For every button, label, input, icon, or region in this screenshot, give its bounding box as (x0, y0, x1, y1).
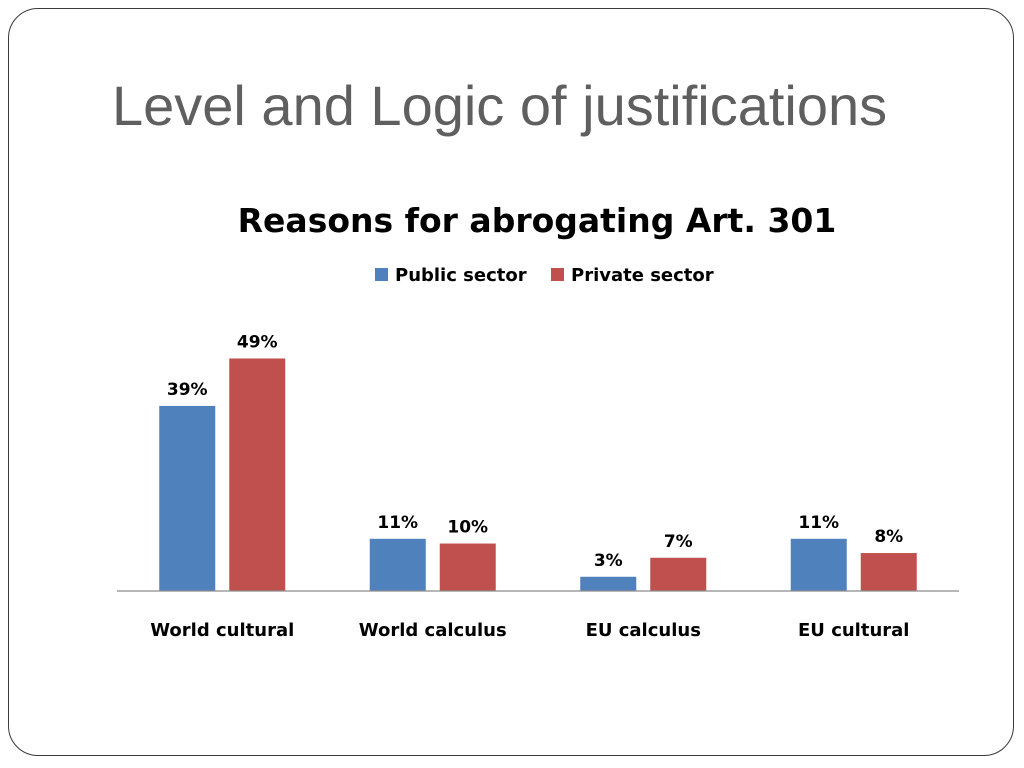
data-label-public-sector-world-calculus: 11% (377, 513, 418, 533)
chart-title: Reasons for abrogating Art. 301 (238, 201, 837, 240)
bar-private-sector-eu-cultural (860, 553, 917, 591)
chart-bars: 39% 49% 11% 10% 3% 7% 11% 8% (159, 332, 917, 591)
data-label-private-sector-eu-calculus: 7% (664, 532, 693, 552)
x-tick-label-world-cultural: World cultural (150, 620, 294, 641)
data-label-private-sector-world-cultural: 49% (237, 332, 278, 352)
data-label-private-sector-world-calculus: 10% (447, 518, 488, 538)
slide-title: Level and Logic of justifications (112, 74, 888, 137)
slide-frame (8, 8, 1014, 756)
bar-private-sector-eu-calculus (650, 557, 707, 591)
legend-label-private-sector: Private sector (571, 265, 714, 286)
data-label-public-sector-world-cultural: 39% (167, 380, 208, 400)
bar-public-sector-eu-cultural (790, 538, 847, 591)
bar-private-sector-world-cultural (229, 358, 286, 591)
x-tick-label-world-calculus: World calculus (359, 620, 507, 641)
x-tick-label-eu-calculus: EU calculus (586, 620, 701, 641)
x-tick-label-eu-cultural: EU cultural (798, 620, 909, 641)
bar-private-sector-world-calculus (439, 543, 496, 591)
legend-swatch-private-sector (551, 268, 564, 281)
legend-swatch-public-sector (375, 268, 388, 281)
data-label-public-sector-eu-cultural: 11% (798, 513, 839, 533)
bar-public-sector-world-cultural (159, 405, 216, 591)
bar-public-sector-world-calculus (369, 538, 426, 591)
data-label-public-sector-eu-calculus: 3% (594, 551, 623, 571)
bar-public-sector-eu-calculus (580, 576, 637, 591)
chart-legend: Public sector Private sector (375, 265, 714, 286)
legend-label-public-sector: Public sector (395, 265, 527, 286)
data-label-private-sector-eu-cultural: 8% (874, 527, 903, 547)
x-axis-ticks: World cultural World calculus EU calculus E… (150, 620, 909, 641)
